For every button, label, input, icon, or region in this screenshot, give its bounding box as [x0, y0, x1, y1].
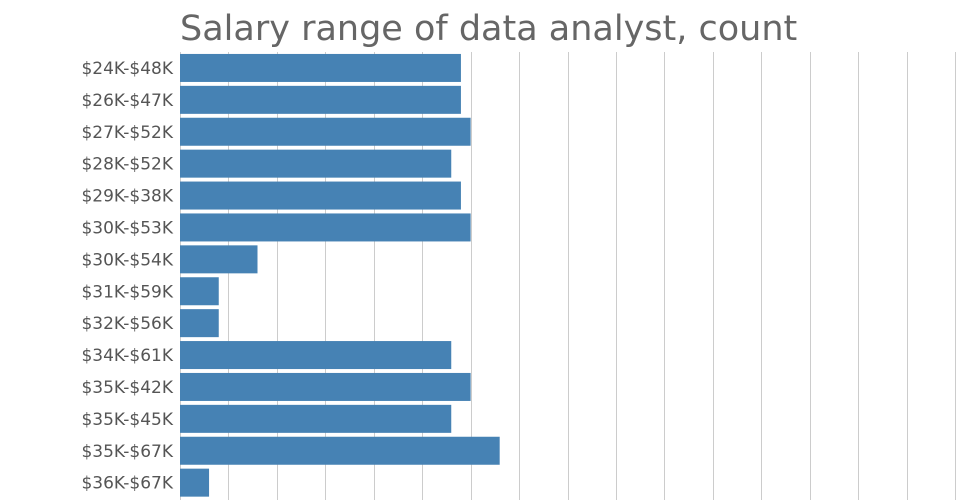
- category-tick-label: $36K-$67K: [81, 474, 173, 494]
- category-tick-label: $34K-$61K: [81, 346, 173, 366]
- category-tick-label: $35K-$67K: [81, 442, 173, 462]
- bars: [180, 53, 500, 497]
- category-tick-label: $30K-$53K: [81, 218, 173, 238]
- category-tick-label: $35K-$45K: [81, 410, 173, 430]
- bar: [180, 277, 219, 306]
- category-tick-label: $29K-$38K: [81, 187, 173, 207]
- bar: [180, 213, 471, 242]
- bar: [180, 468, 210, 497]
- bar: [180, 341, 452, 370]
- bar: [180, 85, 461, 114]
- bar: [180, 404, 452, 433]
- category-tick-label: $28K-$52K: [81, 155, 173, 175]
- bar: [180, 245, 258, 274]
- bar: [180, 181, 461, 210]
- category-tick-label: $30K-$54K: [81, 250, 173, 270]
- bar: [180, 436, 500, 465]
- bar: [180, 53, 461, 82]
- chart-title: Salary range of data analyst, count: [180, 9, 797, 49]
- category-tick-label: $35K-$42K: [81, 378, 173, 398]
- category-axis: $24K-$48K $26K-$47K $27K-$52K $28K-$52K $29K…: [81, 59, 173, 494]
- category-tick-label: $24K-$48K: [81, 59, 173, 79]
- bar: [180, 372, 471, 401]
- bar: [180, 117, 471, 146]
- category-tick-label: $32K-$56K: [81, 314, 173, 334]
- category-tick-label: $26K-$47K: [81, 91, 173, 111]
- bar: [180, 309, 219, 338]
- bar: [180, 149, 452, 178]
- category-tick-label: $27K-$52K: [81, 123, 173, 143]
- category-tick-label: $31K-$59K: [81, 282, 173, 302]
